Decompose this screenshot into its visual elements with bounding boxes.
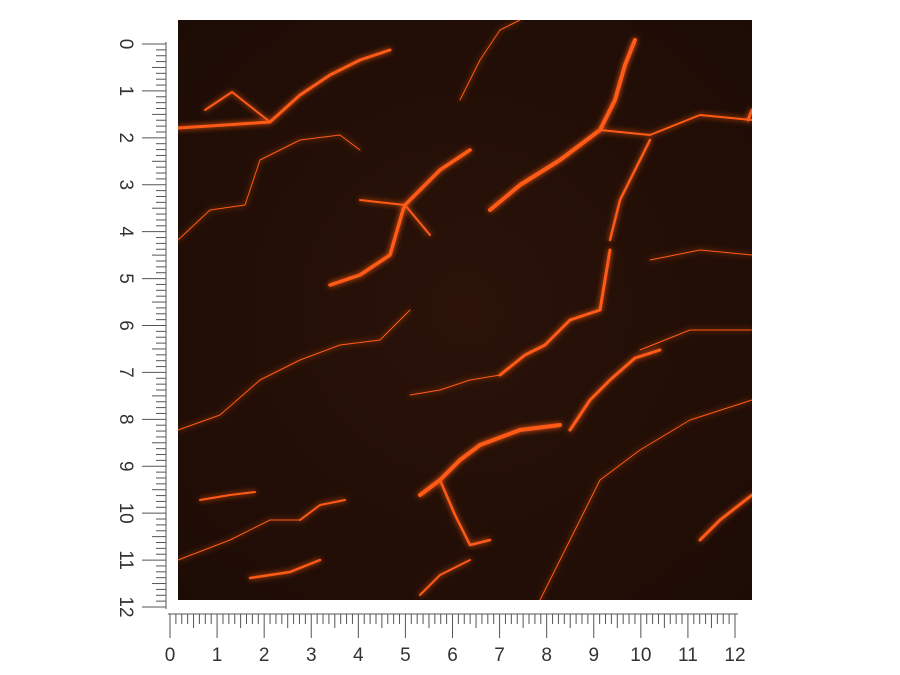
ruler-label: 6 [115,320,136,331]
ruler-label: 4 [353,645,364,666]
ruler-label: 4 [115,226,136,237]
ruler-label: 10 [115,503,136,524]
ruler-label: 11 [115,550,136,570]
ruler-label: 5 [115,273,136,284]
ruler-label: 2 [259,645,270,666]
ruler-label: 12 [115,596,136,617]
ruler-label: 1 [115,86,136,97]
lava-texture [178,20,752,600]
ruler-label: 1 [212,645,223,666]
ruler-label: 8 [541,645,552,666]
ruler-label: 9 [588,645,599,666]
ruler-label: 6 [447,645,458,666]
ruler-label: 0 [115,39,136,50]
ruler-label: 12 [724,645,745,666]
ruler-label: 8 [115,414,136,425]
ruler-label: 0 [165,645,176,666]
ruler-label: 3 [306,645,317,666]
ruler-label: 11 [678,645,698,666]
ruler-label: 5 [400,645,411,666]
ruler-label: 7 [494,645,505,666]
ruler-label: 7 [115,367,136,378]
ruler-label: 9 [115,461,136,472]
ruler-label: 2 [115,133,136,144]
ruler-label: 3 [115,179,136,190]
ruler-label: 10 [630,645,651,666]
